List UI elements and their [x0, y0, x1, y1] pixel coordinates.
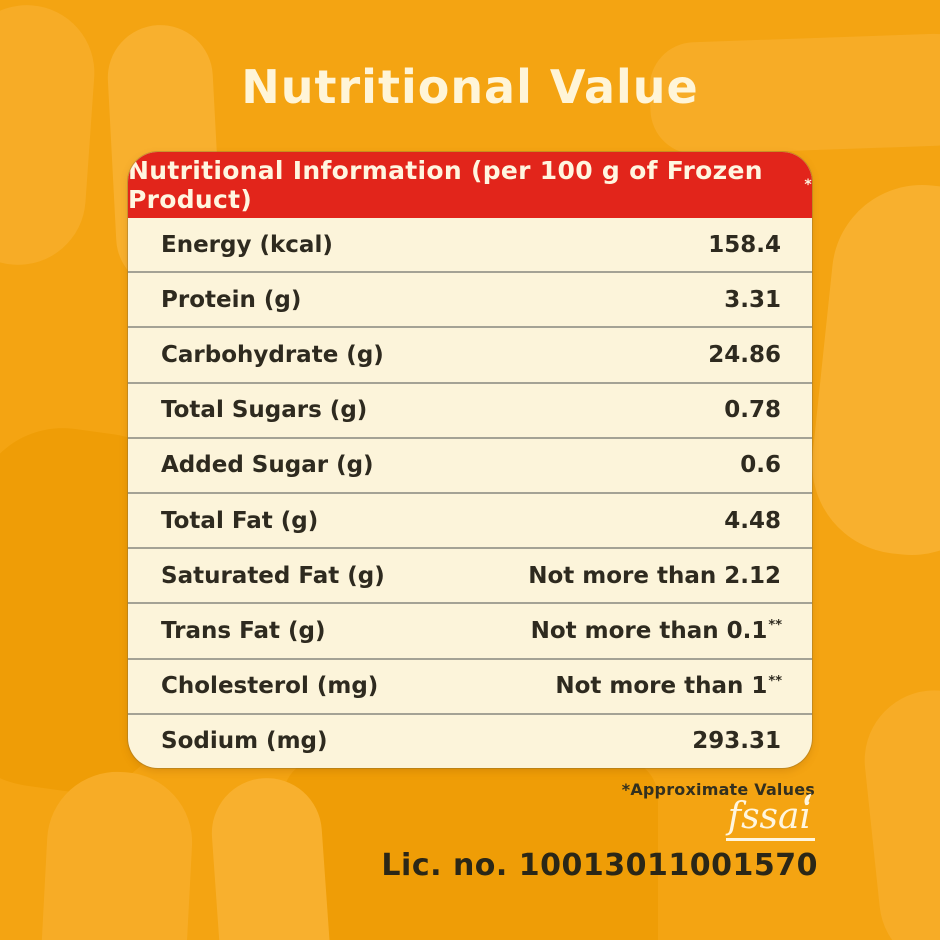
nutrient-label: Sodium (mg)	[161, 728, 328, 755]
nutrition-table-header: Nutritional Information (per 100 g of Fr…	[128, 152, 812, 218]
table-row: Protein (g) 3.31	[128, 271, 812, 326]
nutrition-table: Nutritional Information (per 100 g of Fr…	[128, 152, 812, 768]
value-superscript: **	[768, 673, 782, 689]
approximate-values-note: *Approximate Values	[621, 780, 815, 799]
table-row: Total Sugars (g) 0.78	[128, 381, 812, 437]
nutrient-value: Not more than 2.12	[528, 563, 782, 589]
fssai-wordmark: fssai	[727, 796, 811, 837]
nutrient-value: 293.31	[692, 728, 782, 754]
table-row: Energy (kcal) 158.4	[128, 218, 812, 271]
nutrient-value: 158.4	[708, 232, 782, 258]
nutrient-value: 4.48	[724, 508, 782, 534]
table-row: Sodium (mg) 293.31	[128, 712, 812, 768]
nutrient-label: Trans Fat (g)	[161, 618, 326, 645]
nutrient-value-text: Not more than 1	[555, 673, 768, 700]
fssai-logo-text: fssai	[725, 793, 815, 841]
nutrient-label: Carbohydrate (g)	[161, 342, 384, 368]
nutrient-label: Total Sugars (g)	[161, 397, 368, 424]
table-row: Cholesterol (mg) Not more than 1**	[128, 657, 812, 713]
leaf-icon	[804, 793, 812, 806]
nutrient-value-text: 24.86	[708, 342, 781, 368]
page-title: Nutritional Value	[241, 60, 699, 114]
nutrient-value-text: 4.48	[724, 507, 781, 534]
license-number: Lic. no. 10013011001570	[381, 848, 818, 883]
value-superscript: **	[768, 618, 782, 634]
nutrient-label: Added Sugar (g)	[161, 452, 374, 479]
nutrient-value: 3.31	[724, 287, 782, 313]
nutrient-value: 0.6	[740, 452, 782, 478]
table-row: Added Sugar (g) 0.6	[128, 436, 812, 492]
table-row: Carbohydrate (g) 24.86	[128, 326, 812, 381]
nutrient-value: 0.78	[724, 397, 782, 423]
table-row: Trans Fat (g) Not more than 0.1**	[128, 602, 812, 657]
fssai-logo: fssai	[0, 793, 815, 841]
nutrient-value: Not more than 0.1**	[531, 618, 782, 644]
nutrient-value-text: 158.4	[708, 231, 781, 258]
nutrient-value-text: 3.31	[724, 286, 781, 313]
table-row: Total Fat (g) 4.48	[128, 492, 812, 547]
table-row: Saturated Fat (g) Not more than 2.12	[128, 547, 812, 602]
background-mango-shape	[0, 0, 99, 270]
nutrient-value-text: Not more than 2.12	[528, 562, 781, 589]
nutrition-table-header-text: Nutritional Information (per 100 g of Fr…	[128, 156, 763, 214]
nutrient-value: Not more than 1**	[555, 673, 782, 699]
nutrient-label: Cholesterol (mg)	[161, 673, 379, 700]
nutrient-value-text: 0.6	[740, 452, 781, 479]
nutrient-value-text: Not more than 0.1	[530, 618, 768, 645]
nutrient-value: 24.86	[708, 342, 782, 368]
nutrient-label: Energy (kcal)	[161, 231, 333, 258]
background-mango-shape	[857, 683, 940, 940]
nutrient-value-text: 0.78	[724, 397, 781, 424]
nutrient-value-text: 293.31	[692, 728, 781, 755]
nutrient-label: Saturated Fat (g)	[161, 562, 385, 589]
nutrient-label: Protein (g)	[161, 286, 302, 313]
nutrient-label: Total Fat (g)	[161, 507, 319, 534]
background-mango-shape	[803, 176, 940, 564]
background-mango-shape	[283, 758, 658, 940]
nutrition-table-body: Energy (kcal) 158.4 Protein (g) 3.31 Car…	[128, 218, 812, 768]
